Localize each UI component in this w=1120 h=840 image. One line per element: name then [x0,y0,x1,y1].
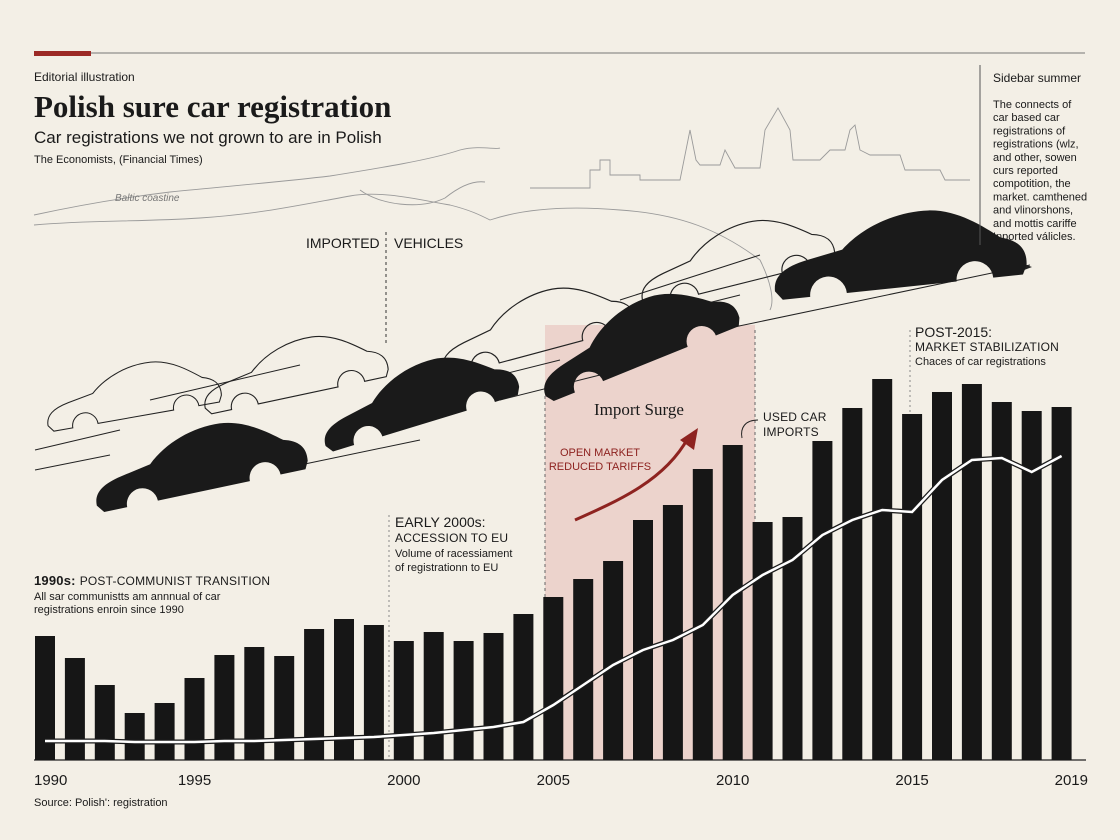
bar [64,658,85,760]
sidebar-line: and other, sowen [993,152,1077,164]
sidebar-title: Sidebar summer [993,71,1081,85]
annotation-head: MARKET STABILIZATION [915,340,1059,354]
x-tick-label: 2015 [895,772,928,789]
bar [991,402,1012,760]
chart-title: Polish sure car registration [34,89,391,124]
sidebar-line: and mottis cariffe [993,218,1077,230]
bar [872,379,893,760]
bar [543,597,564,760]
map-sketch [33,107,970,311]
annotation-head-text: POST-COMMUNIST TRANSITION [80,574,271,588]
x-tick-label: 2005 [537,772,570,789]
bar [154,703,175,760]
bar [961,384,982,760]
bar [842,408,863,760]
bar [94,685,115,760]
bar [363,625,384,760]
flow-label: IMPORTED [306,235,380,251]
annotation-head: IMPORTS [763,425,819,439]
annotation-red: REDUCED TARIFFS [549,461,651,473]
surge-arrow [574,437,690,522]
x-tick-label: 2010 [716,772,749,789]
bar [453,641,474,760]
skyline [530,107,970,189]
annotation-body: registrations enroin since 1990 [34,604,184,616]
source: Source: Polish': registration [34,797,168,809]
sidebar-line: Inported válicles. [993,231,1076,243]
bar [1021,411,1042,760]
bar [662,505,683,760]
sidebar-line: registrations of [993,125,1066,137]
bar [483,633,504,760]
bar [304,629,325,760]
bars [35,379,1072,760]
bar [633,520,653,760]
border-line [33,193,773,311]
bar [124,713,145,760]
bar [722,445,743,760]
annotation-body: of registrationn to EU [395,562,498,574]
map-label: Baltic coastine [115,193,180,204]
annotation-head: POST-2015: [915,324,992,340]
trend-line [45,454,1063,744]
bar [812,441,833,760]
surge-arrow-head [680,428,698,450]
sidebar-line: and vlinorshons, [993,205,1073,217]
bar [274,656,295,760]
coastline [33,147,501,216]
annotation-title: Import Surge [594,400,684,419]
annotation-head: 1990s: POST-COMMUNIST TRANSITION [34,573,270,588]
annotation-head: USED CAR [763,410,827,424]
bar [1051,407,1072,760]
bar [35,636,55,760]
flow-label: VEHICLES [394,235,463,251]
bar [932,392,952,760]
sidebar-line: registrations (wlz, [993,139,1079,151]
bar [603,561,624,760]
lake [359,181,486,206]
sidebar-line: The connects of [993,99,1072,111]
credit: The Economists, (Financial Times) [34,154,203,166]
x-tick-label: 2000 [387,772,420,789]
annotation-lead: 1990s: [34,573,76,588]
bar [573,579,594,760]
bar [393,641,414,760]
subtitle: Car registrations we not grown to are in… [34,128,382,147]
annotation-red: OPEN MARKET [560,447,640,459]
sidebar-line: compotition, the [993,178,1071,190]
annotation-body: Chaces of car registrations [915,356,1046,368]
annotation-body: Volume of racessiament [395,548,512,560]
bar [423,632,444,760]
bar [513,614,534,760]
sidebar-line: market. camthened [993,191,1087,203]
x-tick-label: 2019 [1055,772,1088,789]
x-tick-label: 1990 [34,772,67,789]
sidebar-line: car based car [993,112,1060,124]
bar [692,469,713,760]
bar [334,619,354,760]
bar [214,655,235,760]
annotation-body: All sar communistts am annnual of car [34,591,221,603]
x-tick-label: 1995 [178,772,211,789]
pointer [741,419,759,439]
kicker: Editorial illustration [34,70,135,84]
sidebar-line: curs reported [993,165,1058,177]
accent-rule [34,51,91,56]
bar [244,647,265,760]
bar [184,678,205,760]
bar [752,522,773,760]
annotation-head: EARLY 2000s: [395,514,486,530]
annotation-head: ACCESSION TO EU [395,531,508,545]
bar [782,517,803,760]
bar [902,414,923,760]
